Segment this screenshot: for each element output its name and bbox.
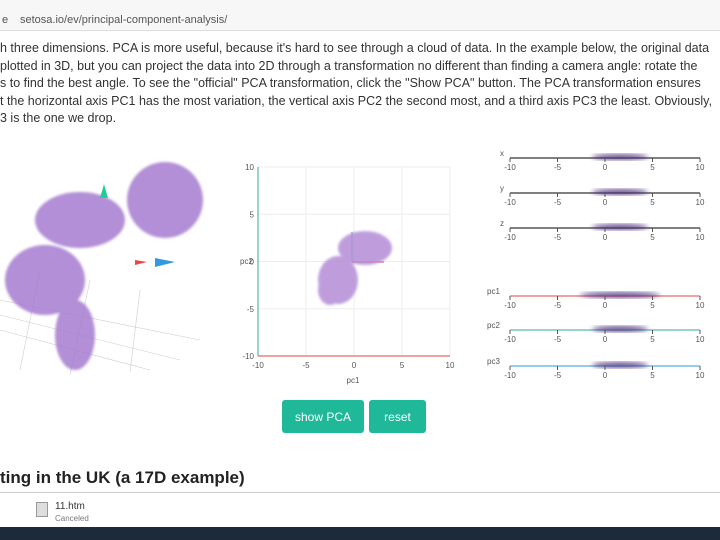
y-tick-label: -5 — [247, 305, 255, 314]
x-axis-label: pc1 — [347, 376, 360, 385]
strip-tick-label: 0 — [603, 301, 608, 310]
axis-arrow — [100, 184, 108, 198]
strip-tick-label: -10 — [504, 198, 516, 207]
paragraph-line: t the horizontal axis PC1 has the most v… — [0, 93, 712, 108]
strip-density — [592, 189, 648, 195]
strip-label: y — [500, 184, 504, 193]
download-file[interactable]: 11.htm — [55, 501, 85, 512]
axis-arrow — [135, 260, 147, 265]
paragraph-line: plotted in 3D, but you can project the d… — [0, 58, 698, 73]
x-tick-label: -5 — [302, 361, 310, 370]
strip-tick-label: -10 — [504, 301, 516, 310]
strip-tick-label: -10 — [504, 371, 516, 380]
file-icon — [36, 502, 48, 517]
strip-density — [592, 326, 648, 332]
section-heading: ting in the UK (a 17D example) — [0, 468, 245, 487]
paragraph-line: h three dimensions. PCA is more useful, … — [0, 41, 710, 55]
paragraph-line: 3 is the one we drop. — [0, 111, 117, 125]
strip-tick-label: 10 — [696, 335, 705, 344]
paragraph-line: s to find the best angle. To see the "of… — [0, 76, 701, 90]
strip-density — [580, 292, 660, 298]
strip-tick-label: 5 — [650, 198, 655, 207]
strip-tick-label: 0 — [603, 233, 608, 242]
strip-density — [592, 362, 648, 368]
strip-tick-label: 10 — [696, 301, 705, 310]
strip-label: x — [500, 149, 504, 158]
strip-label: pc3 — [487, 357, 500, 366]
strip-tick-label: 5 — [650, 163, 655, 172]
strip-tick-label: -5 — [554, 233, 562, 242]
x-tick-label: -10 — [252, 361, 264, 370]
y-tick-label: -10 — [242, 352, 254, 361]
strip-tick-label: 10 — [696, 233, 705, 242]
strip-tick-label: 0 — [603, 198, 608, 207]
3d-points — [5, 162, 203, 370]
strip-tick-label: 0 — [603, 371, 608, 380]
url[interactable]: setosa.io/ev/principal-component-analysi… — [20, 14, 228, 26]
show-pca-button[interactable]: show PCA — [282, 400, 364, 433]
strip-tick-label: -10 — [504, 335, 516, 344]
strip-tick-label: 10 — [696, 163, 705, 172]
axis-arrow — [155, 258, 175, 267]
y-tick-label: 10 — [245, 163, 254, 172]
x-tick-label: 10 — [446, 361, 455, 370]
strip-tick-label: 5 — [650, 371, 655, 380]
2d-points — [318, 231, 392, 305]
strip-tick-label: 5 — [650, 335, 655, 344]
strip-tick-label: 0 — [603, 335, 608, 344]
strip-tick-label: 10 — [696, 198, 705, 207]
strip-density — [592, 224, 648, 230]
strip-label: pc2 — [487, 321, 500, 330]
address-bar: e setosa.io/ev/principal-component-analy… — [0, 0, 720, 31]
strip-tick-label: 10 — [696, 371, 705, 380]
download-bar: 11.htm Canceled — [0, 492, 720, 528]
taskbar — [0, 527, 720, 540]
strip-tick-label: -10 — [504, 163, 516, 172]
strip-tick-label: 0 — [603, 163, 608, 172]
strip-density — [592, 154, 648, 160]
strip-tick-label: -10 — [504, 233, 516, 242]
y-tick-label: 0 — [250, 258, 255, 267]
reset-button[interactable]: reset — [369, 400, 426, 433]
strip-tick-label: -5 — [554, 163, 562, 172]
strip-tick-label: 5 — [650, 301, 655, 310]
x-tick-label: 5 — [400, 361, 405, 370]
strip-label: z — [500, 219, 504, 228]
strip-tick-label: 5 — [650, 233, 655, 242]
y-axis-label: pc2 — [240, 257, 253, 266]
strip-tick-label: -5 — [554, 371, 562, 380]
download-status: Canceled — [55, 514, 89, 523]
strip-tick-label: -5 — [554, 301, 562, 310]
x-tick-label: 0 — [352, 361, 357, 370]
strip-label: pc1 — [487, 287, 500, 296]
strip-tick-label: -5 — [554, 198, 562, 207]
y-tick-label: 5 — [250, 210, 255, 219]
strip-tick-label: -5 — [554, 335, 562, 344]
url-scheme: e — [2, 14, 9, 26]
